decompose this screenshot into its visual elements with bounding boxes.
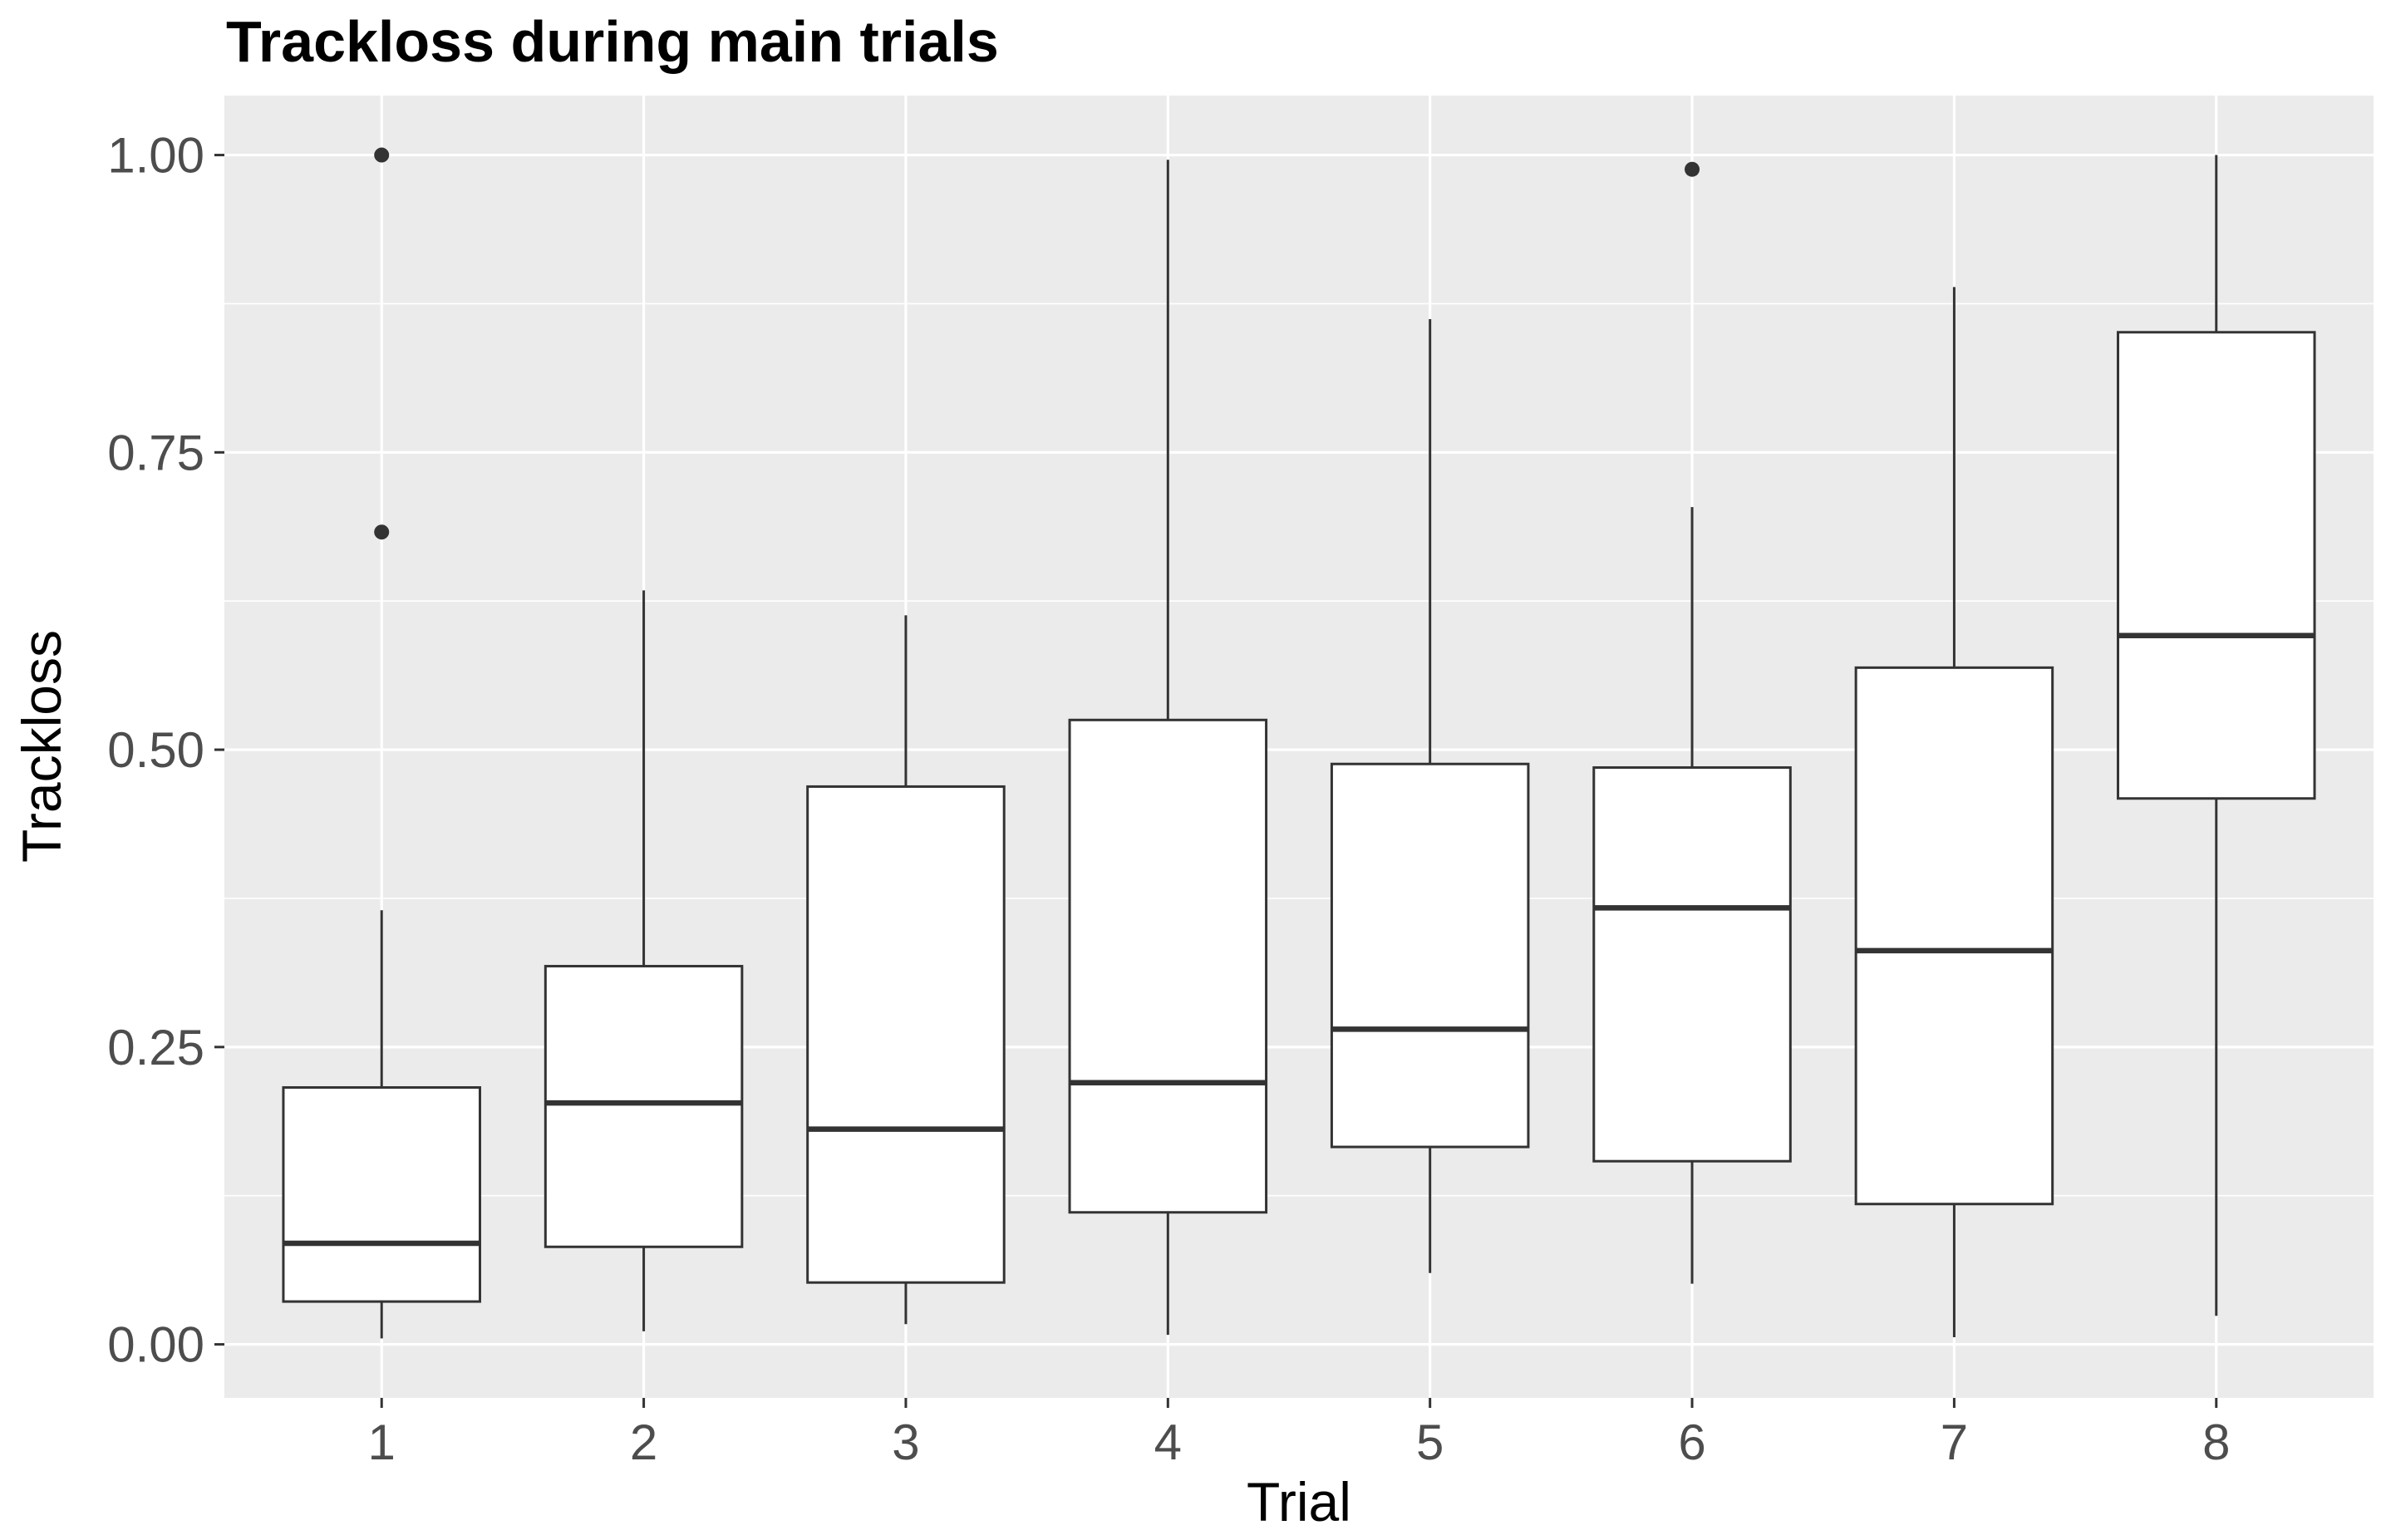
box-trial-3: [806, 615, 1006, 1325]
box-series: [282, 147, 2316, 1339]
box-trial-6: [1592, 161, 1792, 1284]
chart-title: Trackloss during main trials: [226, 9, 999, 74]
x-tick-label: 4: [1154, 1415, 1182, 1470]
y-axis-title: Trackloss: [11, 630, 72, 863]
y-tick-label: 0.75: [107, 425, 204, 480]
y-axis-ticks: 0.00 0.25 0.50 0.75 1.00: [107, 128, 224, 1373]
outlier-point: [1685, 161, 1700, 177]
outlier-point: [374, 524, 390, 540]
x-tick-label: 5: [1416, 1415, 1444, 1470]
box-iqr: [1330, 762, 1530, 1149]
box-iqr: [544, 965, 744, 1248]
x-tick-label: 3: [892, 1415, 919, 1470]
box-iqr: [1592, 766, 1792, 1163]
x-tick-label: 1: [368, 1415, 396, 1470]
x-axis-ticks: 1 2 3 4 5 6 7 8: [368, 1398, 2230, 1470]
box-trial-1: [282, 147, 481, 1339]
box-trial-5: [1330, 319, 1530, 1273]
y-tick-label: 1.00: [107, 128, 204, 184]
box-iqr: [1854, 666, 2054, 1206]
box-trial-2: [544, 590, 744, 1331]
x-tick-label: 6: [1678, 1415, 1705, 1470]
box-iqr: [282, 1085, 481, 1303]
box-trial-8: [2117, 155, 2316, 1316]
x-tick-label: 2: [630, 1415, 657, 1470]
outlier-point: [374, 147, 390, 163]
x-tick-label: 8: [2202, 1415, 2230, 1470]
box-trial-4: [1068, 160, 1268, 1336]
x-tick-label: 7: [1941, 1415, 1968, 1470]
box-iqr: [2117, 331, 2316, 800]
y-tick-label: 0.50: [107, 722, 204, 778]
box-iqr: [806, 785, 1006, 1284]
box-iqr: [1068, 718, 1268, 1214]
y-tick-label: 0.25: [107, 1020, 204, 1075]
y-tick-label: 0.00: [107, 1317, 204, 1373]
x-axis-title: Trial: [1247, 1471, 1351, 1533]
box-trial-7: [1854, 287, 2054, 1338]
